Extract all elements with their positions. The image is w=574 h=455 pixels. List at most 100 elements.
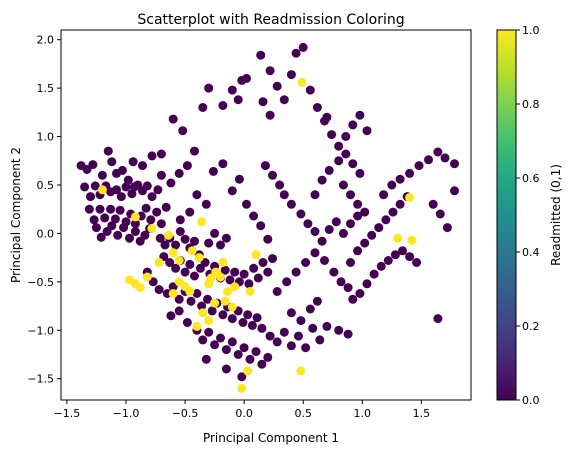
data-point [435,209,445,219]
data-point [279,327,289,337]
data-point [168,248,178,258]
data-point [233,95,243,105]
data-point [198,103,208,112]
data-point [107,221,117,231]
chart-title: Scatterplot with Readmission Coloring [137,12,404,28]
colorbar-tick-label: 1.0 [522,24,540,37]
data-point [182,318,192,327]
data-point [218,101,228,110]
data-point [291,267,301,277]
data-point [197,301,207,311]
data-point [343,283,353,293]
data-point [253,273,263,283]
data-point [442,223,452,233]
data-point [247,320,257,330]
data-point [239,269,249,279]
data-point [230,282,240,292]
data-point [324,225,334,234]
data-point [185,287,195,296]
data-point [424,155,433,165]
data-point [160,240,170,250]
data-point [168,114,178,124]
data-point [130,219,140,229]
data-point [146,215,156,225]
data-point [230,267,240,277]
data-point [218,310,228,320]
data-point [320,256,329,265]
data-point [204,327,214,337]
data-point [201,199,211,209]
colorbar-tick-label: 0.8 [522,98,540,111]
data-point [327,130,337,140]
data-point [166,178,176,188]
data-point [338,228,348,238]
data-point [336,277,346,287]
x-axis-label: Principal Component 1 [203,431,339,445]
data-point [204,316,214,326]
data-point [322,112,332,122]
data-point [324,165,334,175]
data-point [305,304,315,314]
data-point [390,250,400,260]
data-point [379,190,389,200]
data-point [123,175,133,185]
data-point [258,258,268,267]
data-point [204,83,214,93]
data-point [369,269,379,279]
data-point [156,219,166,229]
data-point [348,294,358,304]
data-point [355,168,365,178]
data-point [268,170,277,180]
data-point [383,256,393,265]
data-point [97,185,107,195]
data-point [405,193,415,203]
data-point [84,204,94,214]
data-point [220,296,230,306]
data-point [317,175,327,185]
data-point [119,223,129,233]
y-axis-ticks: −1.5 −1.0 −0.5 0.0 0.5 1.0 1.5 2.0 [27,34,61,386]
data-point [82,165,92,174]
data-point [227,314,237,324]
data-point [187,246,197,256]
data-point [256,50,266,60]
data-point [265,110,275,120]
data-point [395,174,405,184]
data-point [210,298,220,308]
data-point [360,238,370,248]
data-point [348,159,358,169]
y-tick-label: 0.0 [37,227,55,240]
data-point [142,272,152,282]
data-point [286,70,296,80]
y-tick-label: −0.5 [27,276,54,289]
data-point [282,277,292,287]
data-point [346,258,355,267]
data-point [312,296,322,306]
data-point [355,110,365,120]
data-point [95,204,105,214]
x-tick-label: 0.0 [235,407,253,420]
data-point [147,151,157,161]
y-tick-label: 1.5 [37,82,55,95]
data-point [334,156,344,166]
data-point [221,364,231,374]
data-point [180,267,190,277]
data-point [308,323,318,333]
data-point [450,186,459,196]
data-point [186,296,196,306]
data-point [265,331,275,341]
data-point [155,233,165,243]
data-point [201,354,211,364]
data-point [334,325,344,335]
data-point [141,203,151,213]
data-point [203,294,212,304]
data-point [297,77,307,87]
data-point [206,273,216,283]
x-tick-label: 0.5 [294,407,312,420]
colorbar-tick-label: 0.4 [522,246,540,259]
data-point [376,261,386,271]
data-point [237,372,247,382]
data-point [175,227,185,236]
data-point [190,271,199,281]
